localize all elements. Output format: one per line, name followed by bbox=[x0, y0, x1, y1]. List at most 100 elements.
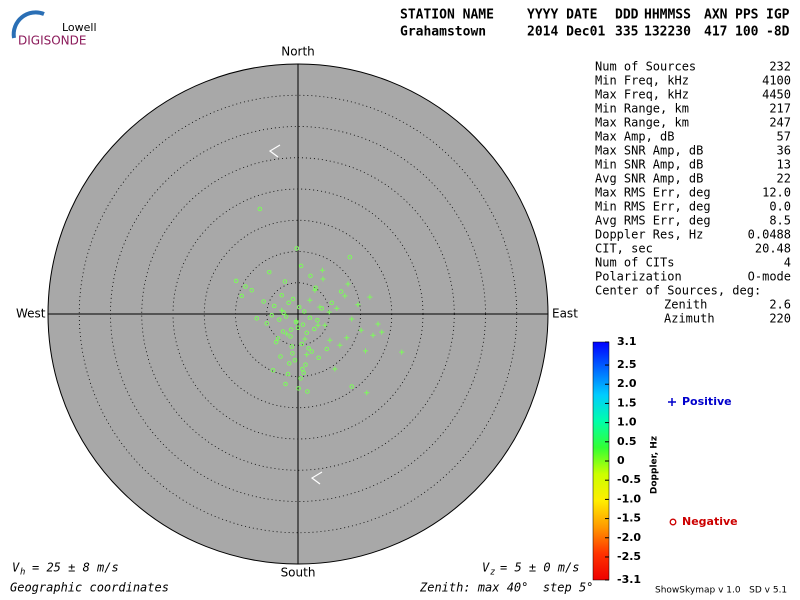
vh-sub: h bbox=[20, 568, 25, 578]
source-negative bbox=[283, 381, 288, 387]
source-negative bbox=[301, 370, 306, 376]
source-negative bbox=[285, 371, 291, 377]
colorbar-tick-label: 2.0 bbox=[617, 377, 637, 390]
source-positive bbox=[379, 329, 385, 335]
stat-value: 217 bbox=[769, 102, 791, 116]
stat-label: Zenith bbox=[664, 298, 707, 312]
vh-text: = 25 ± 8 m/s bbox=[32, 561, 119, 575]
legend-label: Negative bbox=[682, 515, 738, 528]
colorbar-tick-label: 2.5 bbox=[617, 358, 637, 371]
stat-label: Azimuth bbox=[664, 312, 715, 326]
source-positive bbox=[337, 342, 343, 348]
source-negative bbox=[264, 321, 270, 326]
source-positive bbox=[334, 305, 340, 311]
stat-label: Max Freq, kHz bbox=[595, 88, 689, 102]
source-negative bbox=[293, 319, 299, 325]
source-positive bbox=[312, 287, 318, 293]
stat-value: 8.5 bbox=[769, 214, 791, 228]
source-negative bbox=[275, 336, 281, 341]
logo-bottom: DIGISONDE bbox=[18, 34, 86, 48]
colorbar-tick-label: -1.5 bbox=[617, 512, 641, 525]
south-label: South bbox=[281, 566, 316, 580]
colorbar-tick-label: -0.5 bbox=[617, 473, 641, 486]
velocity-marker bbox=[268, 144, 323, 485]
stat-label: CIT, sec bbox=[595, 242, 653, 256]
source-negative bbox=[286, 300, 291, 306]
source-positive bbox=[332, 366, 338, 372]
stat-value: 36 bbox=[777, 144, 791, 158]
source-negative bbox=[308, 273, 313, 279]
source-negative bbox=[290, 351, 295, 356]
stat-value: 4450 bbox=[762, 88, 791, 102]
source-negative bbox=[298, 263, 304, 269]
legend-label: Positive bbox=[682, 395, 732, 408]
source-negative bbox=[292, 357, 298, 363]
source-negative bbox=[294, 246, 300, 251]
stat-label: Max Range, km bbox=[595, 116, 689, 130]
source-negative bbox=[280, 329, 286, 334]
header-column: PPS bbox=[735, 8, 759, 23]
north-label: North bbox=[281, 45, 315, 59]
source-negative bbox=[288, 334, 293, 339]
stat-label: Max Amp, dB bbox=[595, 130, 674, 144]
source-positive bbox=[307, 297, 313, 303]
source-positive bbox=[342, 293, 348, 299]
source-positive bbox=[326, 309, 332, 315]
vz-sub: z bbox=[490, 568, 495, 578]
source-positive bbox=[345, 281, 351, 287]
stat-value: 0.0 bbox=[769, 200, 791, 214]
colorbar-tick-label: 0 bbox=[617, 454, 625, 467]
source-positive bbox=[399, 349, 405, 355]
stat-value: 57 bbox=[777, 130, 791, 144]
source-negative bbox=[283, 314, 289, 319]
header-column: HHMMSS bbox=[644, 8, 691, 23]
source-negative bbox=[299, 341, 305, 347]
header-column: STATION NAME bbox=[400, 8, 494, 23]
stat-label: Num of Sources bbox=[595, 60, 696, 74]
stat-label: Center of Sources, deg: bbox=[595, 284, 761, 298]
stat-label: Num of CITs bbox=[595, 256, 674, 270]
source-negative bbox=[307, 315, 313, 321]
stat-label: Max RMS Err, deg bbox=[595, 186, 711, 200]
source-positive bbox=[304, 352, 310, 358]
colorbar-label: Doppler, Hz bbox=[650, 436, 660, 494]
logo-top: Lowell bbox=[62, 21, 97, 34]
source-negative bbox=[298, 376, 303, 381]
source-negative bbox=[266, 269, 272, 275]
source-negative bbox=[289, 344, 295, 349]
source-positive bbox=[319, 267, 325, 273]
stat-value: 20.48 bbox=[755, 242, 791, 256]
source-negative bbox=[257, 206, 263, 212]
stat-label: Avg SNR Amp, dB bbox=[595, 172, 703, 186]
stat-label: Min Range, km bbox=[595, 102, 689, 116]
header-column: YYYY DATE bbox=[527, 8, 597, 23]
source-negative bbox=[338, 289, 344, 294]
stat-label: Min RMS Err, deg bbox=[595, 200, 711, 214]
colorbar-tick-label: 3.1 bbox=[617, 335, 637, 348]
source-negative bbox=[281, 310, 286, 316]
source-negative bbox=[304, 330, 310, 336]
stat-value: 22 bbox=[777, 172, 791, 186]
source-negative bbox=[249, 287, 255, 293]
source-negative bbox=[303, 362, 308, 367]
source-negative bbox=[276, 317, 282, 322]
stat-value: 4100 bbox=[762, 74, 791, 88]
header-value: 2014 Dec01 bbox=[527, 25, 605, 40]
source-positive bbox=[284, 331, 290, 337]
stat-label: Avg RMS Err, deg bbox=[595, 214, 711, 228]
zenith-info: Zenith: max 40° step 5° bbox=[419, 581, 593, 595]
source-negative bbox=[329, 300, 335, 306]
west-label: West bbox=[16, 307, 46, 321]
header-column: DDD bbox=[615, 8, 639, 23]
source-negative bbox=[254, 316, 260, 321]
legend-symbol bbox=[669, 518, 677, 526]
source-negative bbox=[316, 355, 321, 361]
source-negative bbox=[313, 285, 318, 291]
colorbar-tick-label: 1.0 bbox=[617, 416, 637, 429]
colorbar-tick-label: 0.5 bbox=[617, 435, 637, 448]
stat-label: Doppler Res, Hz bbox=[595, 228, 703, 242]
stat-value: 220 bbox=[769, 312, 791, 326]
header-value: 132230 bbox=[644, 25, 691, 40]
stat-value: O-mode bbox=[748, 270, 791, 284]
